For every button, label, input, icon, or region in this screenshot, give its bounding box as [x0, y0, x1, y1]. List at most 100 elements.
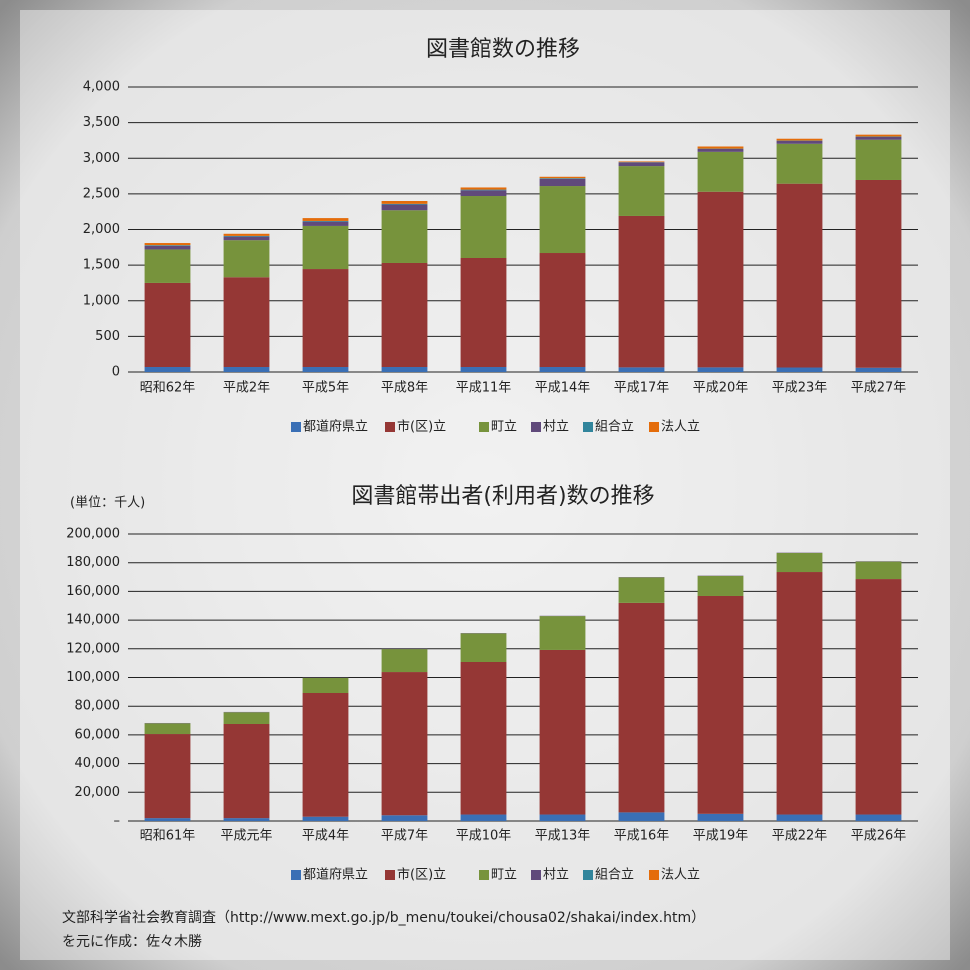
y-tick-label: 2,000 — [83, 222, 120, 237]
x-tick-label: 平成16年 — [614, 829, 670, 844]
chart-title: 図書館帯出者(利用者)数の推移 — [351, 484, 654, 509]
bar-segment — [856, 579, 902, 814]
x-tick-label: 平成5年 — [302, 381, 349, 396]
legend-swatch — [385, 870, 395, 880]
bar-segment — [461, 190, 507, 191]
bar-segment — [540, 815, 586, 821]
bar-segment — [145, 283, 191, 367]
legend-swatch — [649, 870, 659, 880]
chart-title: 図書館数の推移 — [426, 37, 580, 62]
bar-segment — [619, 216, 665, 367]
bar-segment — [540, 179, 586, 186]
legend-swatch — [385, 422, 395, 432]
bar-segment — [145, 367, 191, 372]
legend-swatch — [583, 870, 593, 880]
bar-segment — [224, 724, 270, 818]
bar-segment — [698, 814, 744, 821]
x-tick-label: 平成4年 — [302, 829, 349, 844]
legend-swatch — [531, 870, 541, 880]
legend-label: 市(区)立 — [397, 867, 446, 883]
bar-segment — [303, 817, 349, 821]
bar-segment — [777, 572, 823, 815]
bar-segment — [777, 139, 823, 141]
bar-segment — [777, 141, 823, 144]
bar-segment — [224, 277, 270, 367]
x-tick-label: 昭和62年 — [140, 381, 196, 396]
x-tick-label: 平成23年 — [772, 381, 828, 396]
legend-label: 村立 — [543, 420, 569, 435]
bar-segment — [303, 367, 349, 372]
bar-segment — [619, 166, 665, 216]
bar-segment — [777, 553, 823, 572]
bar-segment — [856, 137, 902, 140]
x-tick-label: 平成19年 — [693, 829, 749, 844]
x-tick-label: 平成10年 — [456, 829, 512, 844]
legend-label: 村立 — [543, 868, 569, 883]
legend-label: 市(区)立 — [397, 419, 446, 435]
bar-segment — [224, 712, 270, 724]
y-tick-label: 160,000 — [66, 584, 120, 599]
chart: 文部科学省社会教育調査（http://www.mext.go.jp/b_menu… — [0, 0, 970, 970]
legend-label: 町立 — [491, 420, 517, 435]
x-tick-label: 平成22年 — [772, 829, 828, 844]
bar-segment — [382, 367, 428, 372]
bar-segment — [540, 177, 586, 178]
legend-label: 法人立 — [661, 868, 700, 883]
bar-segment — [224, 236, 270, 237]
y-tick-label: 500 — [95, 329, 120, 344]
bar-segment — [619, 603, 665, 813]
unit-note: (単位：千人) — [70, 495, 145, 511]
bar-segment — [698, 152, 744, 192]
legend-label: 組合立 — [595, 420, 634, 435]
bar-segment — [382, 210, 428, 263]
bar-segment — [856, 140, 902, 180]
bar-segment — [145, 249, 191, 282]
bar-segment — [461, 190, 507, 196]
y-tick-label: 200,000 — [66, 527, 120, 542]
bar-segment — [145, 734, 191, 818]
bar-segment — [856, 135, 902, 137]
x-tick-label: 平成8年 — [381, 381, 428, 396]
legend-swatch — [291, 422, 301, 432]
bar-segment — [540, 253, 586, 367]
x-tick-label: 平成26年 — [851, 829, 907, 844]
legend-label: 都道府県立 — [303, 868, 368, 883]
bar-segment — [382, 263, 428, 367]
bar-segment — [698, 149, 744, 152]
y-tick-label: 3,500 — [83, 115, 120, 130]
bar-segment — [461, 815, 507, 821]
y-tick-label: 3,000 — [83, 151, 120, 166]
source-line: 文部科学省社会教育調査（http://www.mext.go.jp/b_menu… — [62, 910, 705, 926]
y-tick-label: 100,000 — [66, 670, 120, 685]
source-line: を元に作成：佐々木勝 — [62, 934, 202, 950]
bar-segment — [303, 222, 349, 226]
bar-segment — [145, 245, 191, 246]
bar-segment — [777, 368, 823, 372]
legend-swatch — [291, 870, 301, 880]
x-tick-label: 平成7年 — [381, 829, 428, 844]
y-tick-label: 120,000 — [66, 641, 120, 656]
bar-segment — [619, 367, 665, 372]
y-tick-label: 140,000 — [66, 613, 120, 628]
bar-segment — [619, 577, 665, 603]
legend-swatch — [479, 422, 489, 432]
bar-segment — [303, 678, 349, 693]
bar-segment — [224, 234, 270, 236]
bar-segment — [303, 218, 349, 221]
y-tick-label: 80,000 — [75, 699, 121, 714]
y-tick-label: 1,000 — [83, 293, 120, 308]
bar-segment — [619, 161, 665, 162]
y-tick-label: – — [114, 814, 121, 829]
y-tick-label: 0 — [112, 365, 120, 380]
y-tick-label: 1,500 — [83, 258, 120, 273]
legend-swatch — [479, 870, 489, 880]
x-tick-label: 平成元年 — [220, 829, 272, 844]
bar-segment — [777, 815, 823, 821]
legend-label: 町立 — [491, 868, 517, 883]
bar-segment — [145, 243, 191, 245]
bar-segment — [382, 815, 428, 821]
bar-segment — [382, 204, 428, 205]
bar-segment — [145, 246, 191, 250]
bar-segment — [461, 662, 507, 815]
bar-segment — [698, 146, 744, 148]
